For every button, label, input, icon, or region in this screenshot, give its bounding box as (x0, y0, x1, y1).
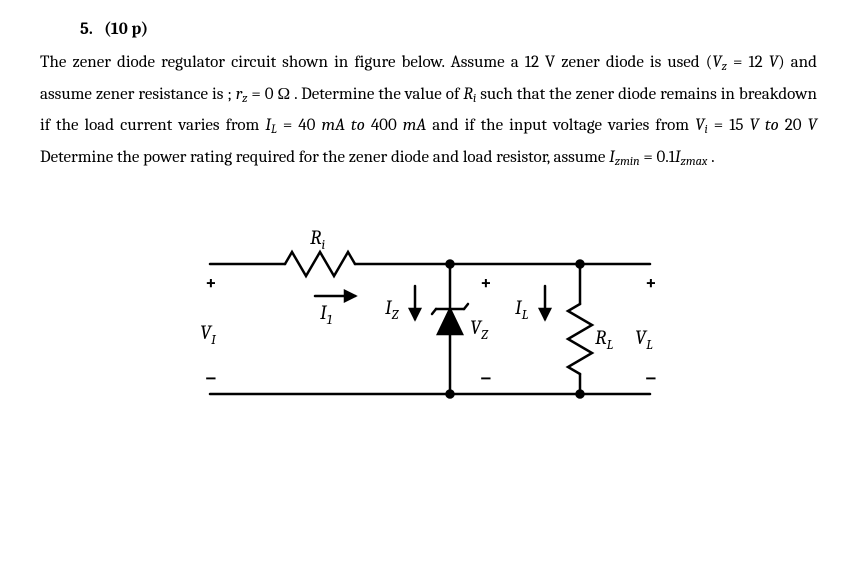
text-line5b: 20 (779, 116, 808, 135)
izmin-sub: zmin (615, 155, 640, 169)
minus-left: − (205, 366, 217, 389)
plus-vz: + (480, 271, 492, 294)
circuit-vl-label: VL (635, 326, 653, 353)
text-line5c: Determine the power rating required for … (40, 148, 459, 167)
text-line2a: diode is used ( (606, 53, 712, 72)
text-line4a: current varies from (120, 116, 265, 135)
plus-left: + (205, 271, 217, 294)
problem-text: The zener diode regulator circuit shown … (40, 47, 817, 174)
ri-symbol: R (463, 85, 473, 104)
problem-header: 5. (10 p) (80, 20, 817, 39)
text-line3a: the value of (378, 85, 463, 104)
circuit-vi-label: VI (200, 321, 217, 348)
circuit-il-label: IL (515, 296, 529, 323)
text-line2b: = 12 (727, 53, 769, 72)
v-unit2: V to (749, 116, 778, 135)
minus-right: − (645, 366, 657, 389)
v-unit: V (769, 53, 778, 72)
text-line4c: 400 (365, 116, 403, 135)
vz-symbol: V (712, 53, 721, 72)
text-line6a: load resistor, assume (463, 148, 609, 167)
circuit-iz-label: IZ (385, 296, 400, 323)
circuit-ri-label: Ri (310, 226, 325, 253)
circuit-diagram: Ri + − VI I1 IZ + − VZ IL RL + − VL (190, 204, 817, 428)
circuit-vz-label: VZ (470, 316, 489, 343)
circuit-i1-label: I1 (320, 301, 332, 328)
ma-unit: mA to (321, 116, 364, 135)
circuit-svg: Ri + − VI I1 IZ + − VZ IL RL + − VL (190, 204, 690, 424)
text-line1: The zener diode regulator circuit shown … (40, 53, 600, 72)
text-line4d: and if the input voltage varies from (426, 116, 689, 135)
circuit-rl-label: RL (595, 326, 613, 353)
plus-right: + (645, 271, 657, 294)
text-line6b: = 0.1 (640, 148, 675, 167)
text-line2d: = 0 Ω . Determine (247, 85, 374, 104)
problem-points: (10 p) (104, 20, 148, 39)
text-line6c: . (707, 148, 714, 167)
text-line5a: = 15 (708, 116, 750, 135)
text-line4b: = 40 (277, 116, 322, 135)
vi-symbol: V (695, 116, 704, 135)
minus-vz: − (480, 366, 492, 389)
v-unit3: V (808, 116, 817, 135)
izmax-sub: zmax (681, 155, 708, 169)
problem-number: 5. (80, 20, 93, 39)
ma2-unit: mA (403, 116, 426, 135)
